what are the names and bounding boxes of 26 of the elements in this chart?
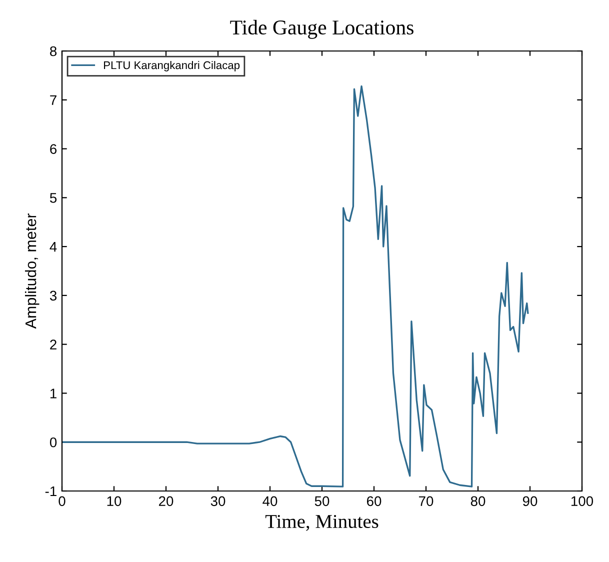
y-tick-label: 2 (50, 340, 56, 350)
y-tick-label: 7 (50, 95, 56, 105)
y-tick-label: 4 (50, 242, 57, 252)
x-tick-label: 40 (262, 496, 278, 506)
x-tick-label: 70 (418, 496, 434, 506)
y-tick-label: 1 (50, 388, 56, 398)
x-tick-label: 30 (210, 496, 226, 506)
y-tick-label: 5 (50, 193, 57, 203)
y-tick-label: -1 (45, 486, 56, 496)
x-tick-label: 100 (571, 496, 594, 506)
x-tick-label: 20 (158, 496, 174, 506)
x-tick-label: 60 (366, 496, 382, 506)
x-tick-label: 0 (58, 496, 66, 506)
line-series (62, 85, 529, 488)
x-axis-title: Time, Minutes (265, 514, 378, 531)
y-tick-label: 3 (50, 290, 57, 301)
x-tick-label: 10 (107, 496, 122, 506)
x-tick-label: 80 (470, 496, 486, 506)
y-axis-title: Amplitudo, meter (24, 214, 40, 329)
x-tick-label: 90 (522, 496, 538, 506)
x-tick-label: 50 (314, 496, 330, 506)
legend-label: PLTU Karangkandri Cilacap (104, 61, 240, 72)
y-tick-label: 8 (50, 46, 57, 56)
y-tick-label: 6 (50, 144, 57, 154)
chart-title: Tide Gauge Locations (230, 20, 414, 39)
y-tick-label: 0 (50, 437, 57, 448)
